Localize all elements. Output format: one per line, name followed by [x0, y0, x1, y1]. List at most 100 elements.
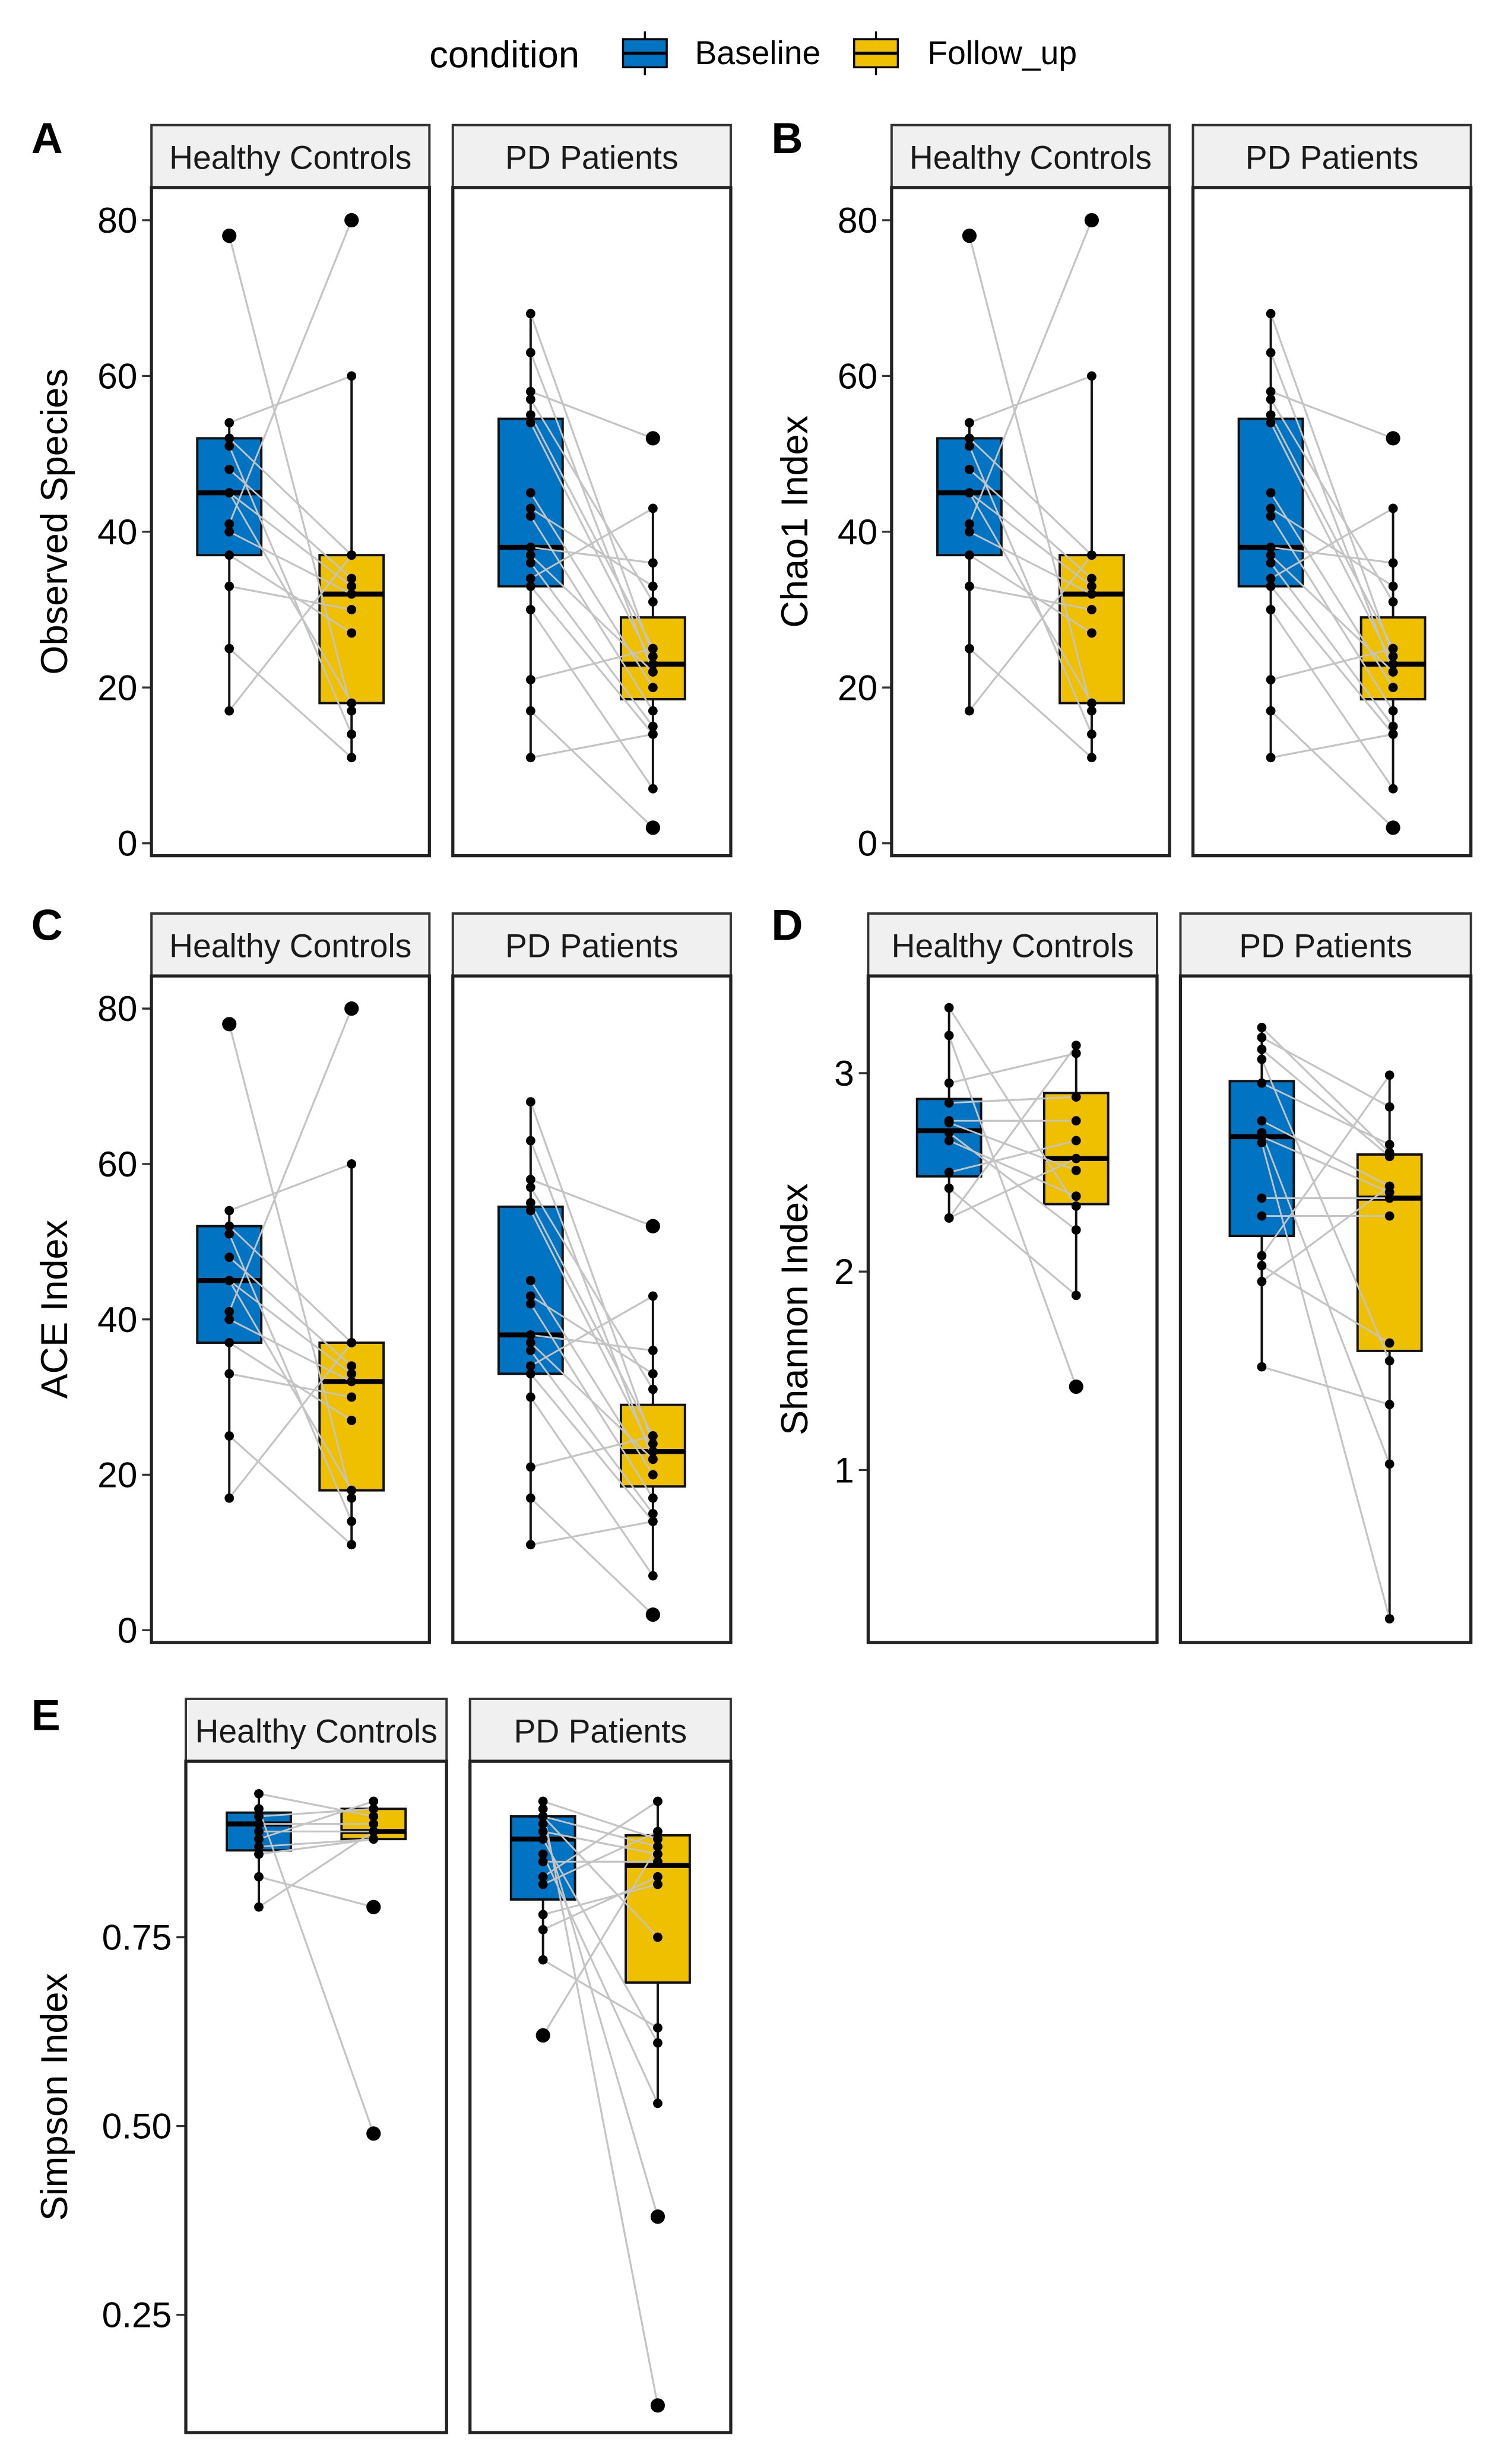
baseline-data-point [1266, 386, 1276, 397]
paired-line-overlay [542, 1824, 659, 2217]
y-tick-label: 80 [97, 988, 137, 1029]
follow-up-data-point [369, 1826, 379, 1837]
facet-pd-patients: PD Patients [1178, 912, 1473, 1644]
follow-up-data-point [1087, 573, 1096, 584]
baseline-data-point [1266, 503, 1276, 513]
baseline-data-point [525, 418, 535, 428]
follow-up-data-point [1071, 1048, 1081, 1058]
baseline-box [1228, 1080, 1295, 1237]
follow-up-data-point [369, 1819, 379, 1829]
facet-plot-area [451, 974, 733, 1644]
paired-line-overlay [229, 531, 352, 595]
panel-b: B Chao1 Index 0 20 40 60 80 Healthy Controls PD … [771, 113, 1473, 864]
baseline-data-point [1257, 1251, 1267, 1261]
facet-healthy-controls: Healthy Controls [150, 123, 431, 858]
follow-up-data-point [1071, 1153, 1081, 1163]
baseline-data-point [254, 1834, 264, 1844]
follow-up-data-point [648, 643, 658, 654]
paired-line-overlay [530, 492, 654, 688]
follow-up-data-point [1071, 1041, 1081, 1051]
paired-line-overlay [229, 468, 353, 579]
follow-up-data-point [648, 1470, 658, 1480]
follow-up-data-point [648, 597, 658, 607]
follow-up-data-point [1071, 1092, 1081, 1102]
baseline-data-point [525, 1462, 535, 1472]
paired-line-overlay [530, 648, 654, 681]
baseline-data-point [538, 1804, 548, 1814]
follow-up-data-point [648, 721, 658, 731]
baseline-data-point [1266, 550, 1276, 560]
follow-up-data-point [648, 581, 658, 591]
paired-line-overlay [1261, 1120, 1390, 1187]
y-tick-label: 60 [838, 356, 877, 396]
legend: condition Baseline Follow_up [429, 31, 1077, 75]
follow-up-data-point [1388, 721, 1398, 731]
follow-up-data-point [1384, 1102, 1395, 1112]
follow-up-data-point [1388, 730, 1398, 739]
paired-line-overlay [229, 1256, 353, 1367]
baseline-data-point [944, 1098, 954, 1108]
follow-up-data-point [1087, 730, 1096, 739]
paired-line-overlay [228, 1233, 353, 1522]
legend-label-baseline: Baseline [695, 34, 820, 71]
paired-line-overlay [258, 1838, 374, 1848]
paired-line-overlay [530, 1140, 654, 1460]
follow-up-data-point [1087, 581, 1096, 591]
paired-line-overlay [228, 445, 353, 735]
facet-strip [468, 1697, 732, 1763]
baseline-data-point [944, 1128, 954, 1138]
follow-up-data-point [648, 784, 658, 794]
panel-letter: B [771, 113, 803, 163]
baseline-data-point [224, 1206, 234, 1216]
follow-up-data-point [653, 1932, 663, 1942]
paired-line-overlay [229, 648, 353, 759]
follow-up-data-point [648, 1384, 658, 1394]
follow-up-outlier-point [1084, 213, 1099, 228]
paired-line-overlay [530, 1295, 654, 1367]
baseline-outlier-point [222, 1017, 237, 1032]
paired-line-overlay [968, 437, 1092, 556]
baseline-data-point [525, 1540, 535, 1550]
baseline-data-point [944, 1003, 954, 1013]
facet-plot-area [184, 1759, 448, 2434]
baseline-data-point [1257, 1138, 1267, 1147]
paired-line-overlay [969, 492, 1092, 587]
follow-up-data-point [1388, 643, 1398, 654]
paired-line-overlay [258, 1800, 374, 1840]
follow-up-data-point [653, 2023, 663, 2033]
baseline-data-point [1257, 1078, 1267, 1088]
baseline-data-point [538, 1796, 548, 1806]
paired-line-overlay [1270, 609, 1394, 789]
follow-up-outlier-point [645, 431, 660, 446]
y-tick-label: 60 [97, 356, 137, 396]
follow-up-data-point [1071, 1290, 1081, 1301]
paired-line-overlay [543, 1831, 658, 1856]
facet-strip-label: PD Patients [505, 139, 679, 176]
paired-line-overlay [530, 1396, 654, 1577]
baseline-data-point [1266, 309, 1276, 319]
baseline-data-point [525, 1276, 535, 1286]
baseline-data-point [224, 433, 234, 443]
y-axis-title: Chao1 Index [774, 416, 816, 628]
baseline-data-point [538, 1857, 548, 1867]
baseline-data-point [965, 550, 974, 560]
follow-up-data-point [369, 1804, 379, 1814]
baseline-data-point [525, 394, 535, 404]
baseline-data-point [525, 573, 535, 584]
baseline-data-point [525, 543, 535, 552]
paired-line-overlay [229, 585, 352, 611]
follow-up-outlier-point [1069, 1379, 1083, 1394]
follow-up-data-point [1388, 503, 1398, 513]
paired-line-overlay [1270, 554, 1394, 673]
follow-up-data-point [648, 667, 658, 677]
baseline-data-point [525, 511, 535, 521]
follow-up-data-point [648, 651, 658, 661]
baseline-data-point [965, 433, 974, 443]
paired-line-overlay [969, 554, 1092, 634]
y-tick-label: 40 [97, 1299, 137, 1340]
follow-up-data-point [1087, 628, 1096, 638]
baseline-data-point [224, 1314, 234, 1324]
panel-a: A Observed Species 0 20 40 60 80 Healthy Contro… [31, 113, 733, 864]
paired-line-overlay [1270, 492, 1394, 688]
baseline-data-point [944, 1118, 954, 1128]
